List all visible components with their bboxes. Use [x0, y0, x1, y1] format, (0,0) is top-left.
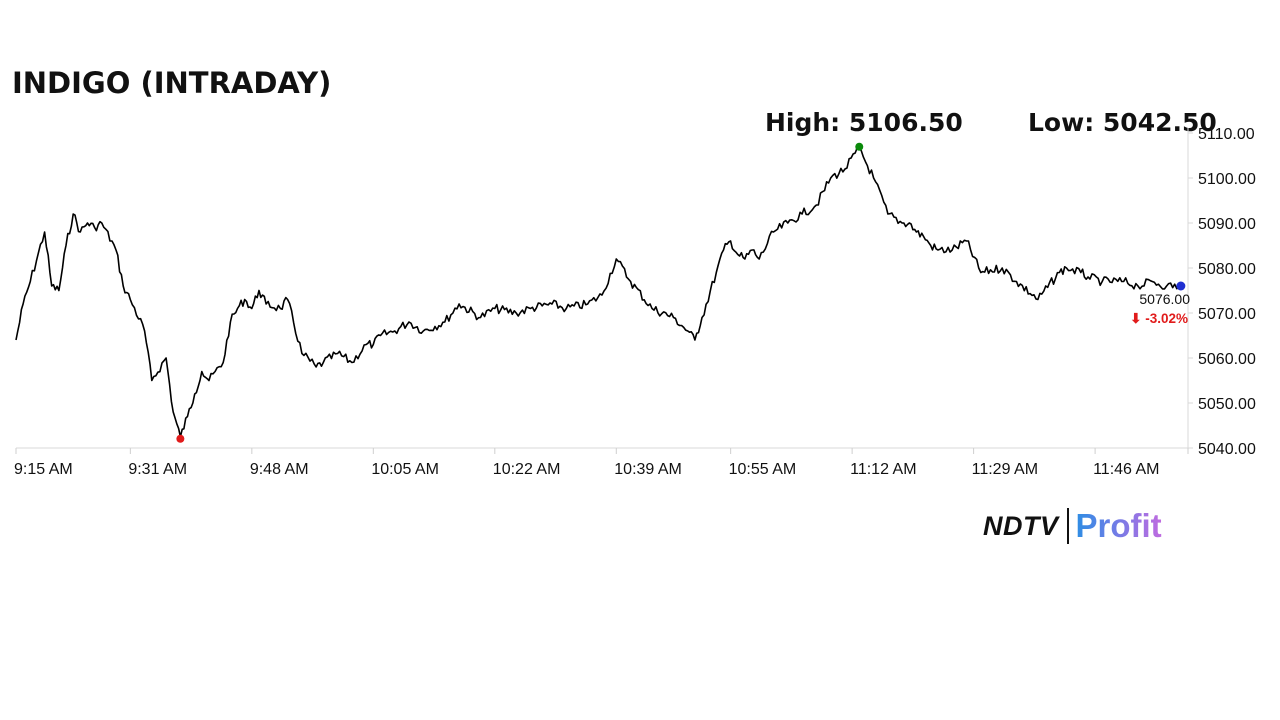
x-tick-label: 10:22 AM	[493, 461, 561, 478]
ndtv-wordmark: NDTV	[983, 510, 1059, 541]
low-label: Low: 5042.50	[1028, 108, 1217, 137]
price-series-line	[15, 146, 1182, 438]
low-marker	[176, 434, 185, 443]
y-tick-label: 5060.00	[1198, 351, 1256, 368]
profit-wordmark: Profit	[1075, 507, 1162, 544]
last-price-marker	[1176, 281, 1186, 291]
x-tick-label: 11:12 AM	[850, 461, 916, 478]
ndtv-profit-logo: NDTV Profit	[983, 506, 1162, 546]
x-tick-label: 9:15 AM	[14, 461, 73, 478]
y-tick-label: 5050.00	[1198, 396, 1256, 413]
x-tick-label: 9:31 AM	[128, 461, 187, 478]
x-tick-label: 10:39 AM	[614, 461, 682, 478]
high-label: High: 5106.50	[765, 108, 963, 137]
y-tick-label: 5070.00	[1198, 306, 1256, 323]
y-tick-label: 5110.00	[1198, 126, 1255, 143]
last-price-label: 5076.00	[1139, 291, 1190, 307]
x-tick-label: 10:05 AM	[371, 461, 439, 478]
x-axis-ticks: 9:15 AM 9:31 AM 9:48 AM 10:05 AM 10:22 AM 10:…	[14, 448, 1189, 478]
x-tick-label: 11:46 AM	[1093, 461, 1159, 478]
logo-divider	[1066, 508, 1069, 544]
change-percent-label: ⬇ -3.02%	[1130, 311, 1188, 326]
y-tick-label: 5040.00	[1198, 441, 1256, 458]
y-axis-ticks: 5040.00 5050.00 5060.00 5070.00 5080.00 5090.…	[1188, 126, 1256, 458]
y-tick-label: 5090.00	[1198, 216, 1256, 233]
y-tick-label: 5100.00	[1198, 171, 1256, 188]
x-tick-label: 11:29 AM	[972, 461, 1038, 478]
x-tick-label: 9:48 AM	[250, 461, 309, 478]
chart-title: INDIGO (INTRADAY)	[12, 66, 332, 100]
y-tick-label: 5080.00	[1198, 261, 1256, 278]
x-tick-label: 10:55 AM	[729, 461, 797, 478]
high-marker	[855, 142, 864, 151]
